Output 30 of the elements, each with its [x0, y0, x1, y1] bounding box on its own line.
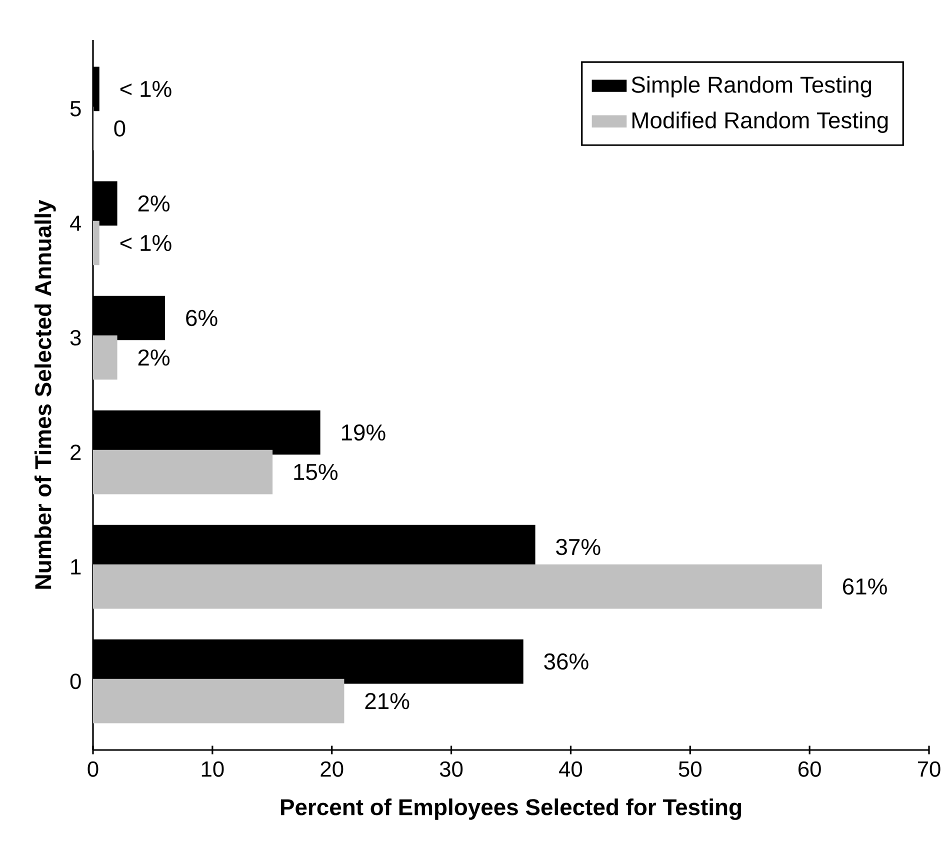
- x-tick-label: 30: [440, 761, 463, 777]
- x-tick-label: 0: [88, 761, 98, 777]
- y-tick-label: 3: [70, 330, 81, 346]
- data-label: 2%: [138, 195, 170, 212]
- legend-label: Modified Random Testing: [632, 112, 888, 133]
- data-label: 2%: [138, 349, 170, 366]
- legend-label: Simple Random Testing: [632, 76, 872, 98]
- data-label: 19%: [342, 424, 386, 441]
- y-tick-label: 1: [71, 559, 81, 574]
- x-tick-label: 50: [678, 761, 702, 777]
- data-label: 0: [114, 120, 126, 137]
- x-tick-label: 60: [798, 761, 821, 777]
- x-tick-label: 10: [202, 761, 224, 777]
- data-label: 15%: [294, 464, 338, 480]
- data-label: < 1%: [120, 80, 172, 97]
- y-tick-label: 5: [70, 101, 81, 116]
- data-label: 21%: [365, 692, 410, 710]
- x-tick-label: 20: [320, 761, 344, 777]
- x-tick-label: 70: [918, 761, 940, 777]
- x-axis-title: Percent of Employees Selected for Testing: [280, 798, 741, 820]
- data-label: < 1%: [120, 234, 172, 252]
- y-tick-label: 4: [70, 216, 82, 231]
- x-tick-label: 40: [559, 761, 582, 777]
- data-label: 37%: [556, 538, 600, 556]
- y-axis-title: Number of Times Selected Annually: [34, 200, 56, 589]
- data-label: 6%: [186, 310, 218, 326]
- y-tick-label: 2: [70, 444, 81, 460]
- data-label: 36%: [544, 653, 588, 670]
- data-label: 61%: [843, 578, 887, 595]
- y-tick-label: 0: [70, 674, 81, 690]
